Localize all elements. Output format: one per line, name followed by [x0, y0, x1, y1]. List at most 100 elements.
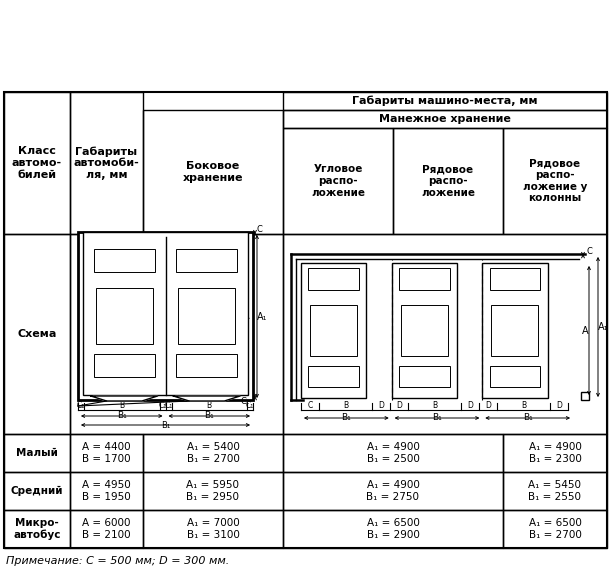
Bar: [301, 263, 366, 398]
Text: Рядовое
распо-
ложение: Рядовое распо- ложение: [421, 164, 475, 197]
Text: Малый: Малый: [16, 448, 58, 458]
Bar: [78, 232, 253, 400]
Bar: [4, 434, 70, 472]
Text: A = 4950
B = 1950: A = 4950 B = 1950: [82, 480, 131, 502]
Bar: [283, 472, 503, 510]
Text: A₁ = 4900
B₁ = 2300: A₁ = 4900 B₁ = 2300: [529, 442, 581, 464]
Text: A₁: A₁: [598, 322, 608, 332]
Bar: [94, 354, 155, 377]
Bar: [96, 288, 152, 344]
Text: A: A: [243, 311, 249, 321]
Bar: [4, 472, 70, 510]
Text: B₁: B₁: [117, 412, 127, 421]
Bar: [283, 110, 607, 128]
Polygon shape: [173, 396, 240, 401]
Bar: [392, 263, 457, 398]
Text: A₁ = 5950
B₁ = 2950: A₁ = 5950 B₁ = 2950: [187, 480, 239, 502]
Text: C₁: C₁: [77, 401, 85, 409]
Text: B₁: B₁: [432, 413, 442, 422]
Text: Класс
автомо-
билей: Класс автомо- билей: [12, 146, 62, 180]
Text: Средний: Средний: [11, 486, 63, 496]
Bar: [143, 110, 283, 234]
Bar: [308, 269, 359, 290]
Bar: [399, 366, 450, 387]
Text: A₁ = 6500
B₁ = 2700: A₁ = 6500 B₁ = 2700: [529, 518, 581, 540]
Bar: [4, 92, 70, 234]
Text: B₁: B₁: [341, 413, 351, 422]
Bar: [176, 249, 237, 272]
Bar: [85, 243, 163, 389]
Bar: [393, 128, 503, 234]
Text: B: B: [119, 401, 124, 409]
Text: C: C: [256, 226, 262, 235]
Text: B₁: B₁: [523, 413, 532, 422]
Text: Габариты машино-места, мм: Габариты машино-места, мм: [352, 96, 538, 106]
Bar: [503, 472, 607, 510]
Bar: [168, 243, 246, 389]
Bar: [308, 366, 359, 387]
Bar: [143, 510, 283, 548]
Text: C: C: [307, 401, 313, 410]
Text: D: D: [467, 401, 473, 410]
Text: C₁: C₁: [159, 401, 166, 409]
Text: B: B: [521, 401, 526, 410]
Text: A₁ = 7000
B₁ = 3100: A₁ = 7000 B₁ = 3100: [187, 518, 239, 540]
Text: C₁: C₁: [246, 401, 254, 409]
Bar: [581, 392, 589, 400]
Text: B₁: B₁: [204, 412, 214, 421]
Text: Габариты
автомоби-
ля, мм: Габариты автомоби- ля, мм: [73, 146, 140, 180]
Bar: [491, 305, 539, 356]
Bar: [482, 263, 548, 398]
Text: B: B: [343, 401, 348, 410]
Bar: [490, 366, 540, 387]
Text: D: D: [556, 401, 562, 410]
Bar: [310, 305, 357, 356]
Text: Примечание: C = 500 мм; D = 300 мм.: Примечание: C = 500 мм; D = 300 мм.: [6, 556, 230, 566]
Bar: [143, 434, 283, 472]
Text: Манежное хранение: Манежное хранение: [379, 114, 511, 124]
Bar: [70, 472, 143, 510]
Text: A₁ = 4900
B₁ = 2750: A₁ = 4900 B₁ = 2750: [367, 480, 419, 502]
Bar: [503, 510, 607, 548]
Bar: [70, 510, 143, 548]
Text: Схема: Схема: [17, 329, 57, 339]
Bar: [70, 92, 143, 234]
Bar: [83, 232, 248, 395]
Bar: [70, 434, 143, 472]
Text: A₁ = 4900
B₁ = 2500: A₁ = 4900 B₁ = 2500: [367, 442, 419, 464]
Text: Микро-
автобус: Микро- автобус: [13, 518, 61, 540]
Bar: [70, 234, 283, 434]
Bar: [283, 434, 503, 472]
Bar: [490, 269, 540, 290]
Polygon shape: [91, 396, 158, 401]
Bar: [503, 434, 607, 472]
Text: A₁: A₁: [257, 312, 267, 321]
Text: A: A: [581, 325, 588, 335]
Text: D: D: [378, 401, 384, 410]
Bar: [4, 510, 70, 548]
Bar: [283, 510, 503, 548]
Text: A₁ = 5450
B₁ = 2550: A₁ = 5450 B₁ = 2550: [529, 480, 581, 502]
Text: B: B: [432, 401, 437, 410]
Text: Боковое
хранение: Боковое хранение: [183, 161, 243, 183]
Bar: [143, 472, 283, 510]
Text: A₁ = 5400
B₁ = 2700: A₁ = 5400 B₁ = 2700: [187, 442, 239, 464]
Text: B₁: B₁: [161, 421, 170, 429]
Bar: [4, 92, 607, 548]
Bar: [4, 234, 70, 434]
Bar: [283, 92, 607, 110]
Text: C₁: C₁: [165, 401, 173, 409]
Bar: [401, 305, 448, 356]
Text: C₁: C₁: [241, 397, 250, 406]
Text: A = 4400
B = 1700: A = 4400 B = 1700: [82, 442, 131, 464]
Text: A₁ = 6500
B₁ = 2900: A₁ = 6500 B₁ = 2900: [367, 518, 419, 540]
Text: Угловое
распо-
ложение: Угловое распо- ложение: [311, 164, 365, 197]
Bar: [176, 354, 237, 377]
Bar: [94, 249, 155, 272]
Text: A = 6000
B = 2100: A = 6000 B = 2100: [82, 518, 131, 540]
Bar: [399, 269, 450, 290]
Bar: [179, 288, 235, 344]
Bar: [503, 128, 607, 234]
Text: D: D: [485, 401, 491, 410]
Text: C: C: [586, 246, 592, 255]
